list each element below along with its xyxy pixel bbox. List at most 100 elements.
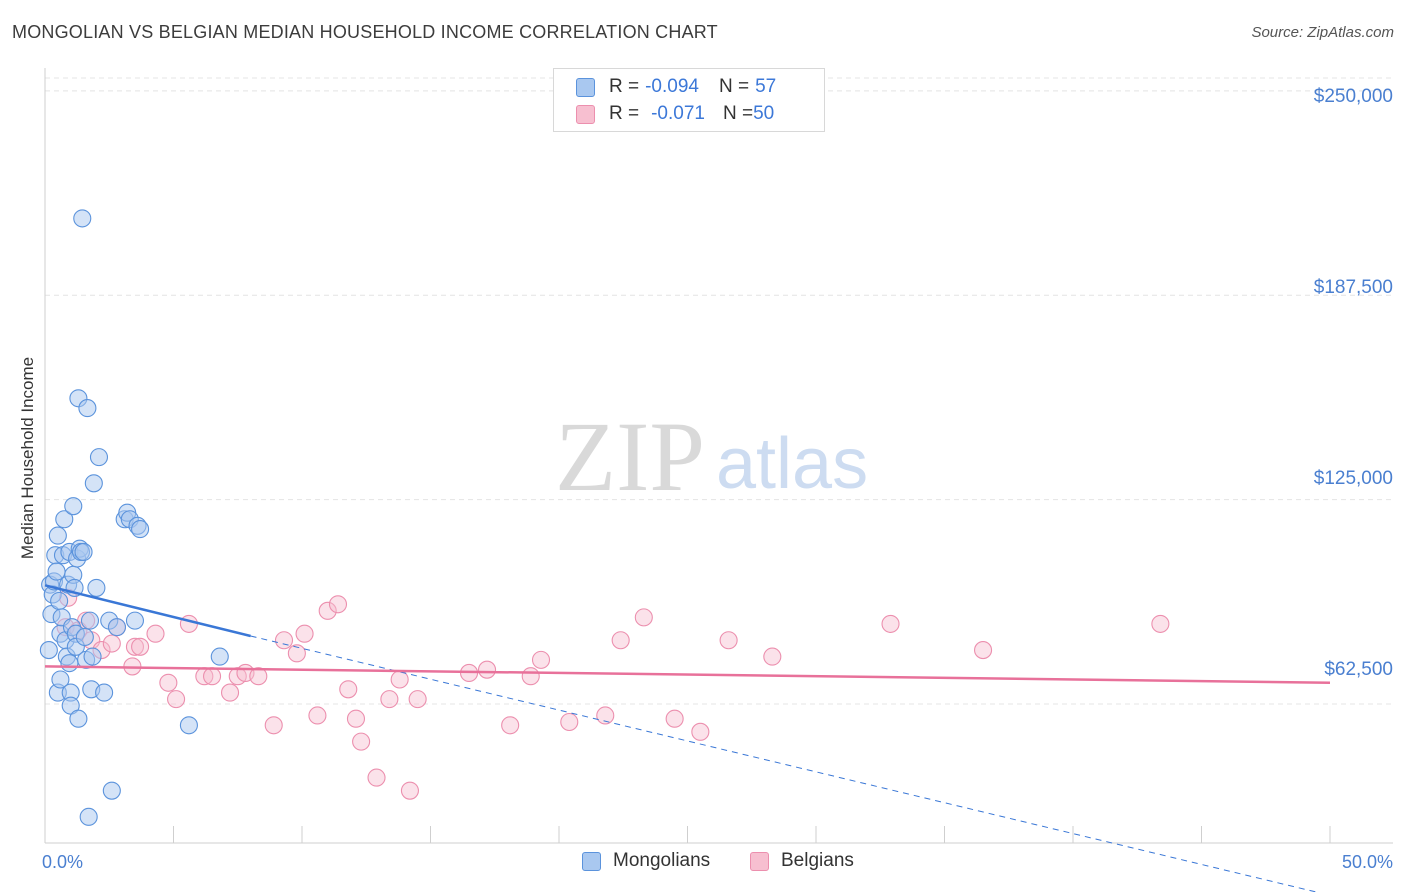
mongolian-point bbox=[74, 542, 93, 562]
belgian-point bbox=[249, 667, 268, 686]
belgian-point bbox=[159, 673, 178, 692]
grid-lines bbox=[45, 77, 1393, 705]
legend-item-mongolians[interactable]: Mongolians bbox=[582, 850, 710, 872]
mongolian-point bbox=[80, 611, 100, 630]
mongolian-point bbox=[50, 591, 69, 611]
mongolian-point bbox=[87, 578, 106, 597]
r-value: -0.071 bbox=[651, 103, 705, 124]
belgian-point bbox=[339, 680, 358, 699]
belgian-point bbox=[274, 631, 294, 650]
belgian-point bbox=[146, 624, 165, 643]
mongolian-trend-extension bbox=[250, 635, 1319, 892]
axes bbox=[44, 68, 1393, 844]
mongolian-point bbox=[102, 781, 121, 800]
belgian-point bbox=[763, 647, 782, 666]
mongolian-point bbox=[73, 209, 92, 228]
mongolian-point bbox=[48, 526, 67, 545]
belgian-trend-line bbox=[44, 665, 1331, 685]
belgian-point bbox=[719, 631, 738, 650]
belgian-point bbox=[102, 634, 121, 653]
legend-item-belgians[interactable]: Belgians bbox=[750, 850, 854, 872]
mongolian-swatch bbox=[582, 851, 601, 871]
belgian-point bbox=[367, 768, 386, 787]
source-credit: Source: ZipAtlas.com bbox=[1251, 24, 1394, 41]
mongolian-point bbox=[179, 716, 198, 735]
mongolian-point bbox=[78, 399, 97, 418]
mongolian-trend-line bbox=[44, 584, 251, 638]
belgian-point bbox=[596, 706, 615, 725]
belgian-point bbox=[560, 712, 579, 732]
mongolian-point bbox=[107, 618, 127, 637]
legend-label: Belgians bbox=[781, 850, 854, 871]
trend-lines bbox=[44, 584, 1331, 892]
belgian-point bbox=[531, 650, 551, 669]
mongolian-point bbox=[64, 497, 83, 516]
legend-row-mongolians: R = -0.094 N = 57 bbox=[576, 75, 776, 99]
belgian-swatch bbox=[576, 104, 595, 124]
n-value: 50 bbox=[753, 103, 775, 124]
belgian-point bbox=[634, 608, 653, 627]
mongolian-point bbox=[69, 709, 88, 728]
belgian-point bbox=[408, 690, 427, 709]
mongolian-swatch bbox=[576, 77, 595, 97]
mongolian-point bbox=[89, 448, 109, 467]
belgian-point bbox=[380, 690, 399, 709]
mongolian-point bbox=[75, 627, 94, 647]
belgian-point bbox=[346, 709, 366, 728]
belgian-point bbox=[125, 637, 144, 656]
belgian-point bbox=[352, 732, 371, 751]
x-tick-label-max: 50.0% bbox=[1341, 852, 1393, 872]
x-tick-label-min: 0.0% bbox=[42, 852, 84, 872]
mongolian-points bbox=[39, 209, 229, 826]
belgian-point bbox=[264, 716, 283, 735]
belgian-point bbox=[665, 709, 684, 728]
belgian-points bbox=[56, 588, 1170, 800]
mongolian-point bbox=[60, 654, 79, 673]
belgian-point bbox=[1151, 614, 1170, 633]
mongolian-point bbox=[131, 520, 150, 539]
y-axis-label: Median Household Income bbox=[18, 356, 37, 560]
belgian-point bbox=[973, 641, 993, 660]
belgian-point bbox=[400, 781, 419, 800]
belgian-point bbox=[131, 637, 150, 656]
legend-row-belgians: R = -0.071 N = 50 bbox=[576, 102, 774, 126]
belgian-point bbox=[167, 690, 186, 709]
mongolian-point bbox=[39, 641, 58, 660]
watermark-zip: ZIP bbox=[555, 401, 705, 512]
watermark-atlas: atlas bbox=[716, 424, 868, 504]
belgian-point bbox=[521, 667, 540, 686]
belgian-point bbox=[295, 624, 314, 643]
belgian-swatch bbox=[750, 851, 769, 871]
mongolian-point bbox=[84, 474, 103, 493]
watermark: ZIP atlas bbox=[555, 401, 868, 512]
mongolian-point bbox=[210, 647, 229, 666]
mongolian-point bbox=[51, 670, 70, 689]
y-tick-label: $125,000 bbox=[1313, 468, 1393, 489]
mongolian-point bbox=[79, 807, 98, 826]
n-value: 57 bbox=[755, 76, 777, 97]
stats-legend: R = -0.094 N = 57 R = -0.071 N = 50 bbox=[553, 68, 825, 132]
belgian-point bbox=[287, 644, 306, 663]
belgian-point bbox=[220, 683, 240, 702]
belgian-point bbox=[501, 716, 520, 735]
r-value: -0.094 bbox=[645, 76, 699, 97]
belgian-point bbox=[611, 631, 630, 650]
y-tick-label: $250,000 bbox=[1313, 86, 1393, 107]
mongolian-point bbox=[55, 510, 74, 529]
legend-label: Mongolians bbox=[613, 850, 711, 871]
mongolian-point bbox=[83, 647, 102, 666]
belgian-point bbox=[881, 614, 900, 633]
belgian-point bbox=[318, 601, 337, 620]
chart-title: MONGOLIAN VS BELGIAN MEDIAN HOUSEHOLD IN… bbox=[12, 22, 718, 42]
mongolian-point bbox=[95, 683, 114, 702]
mongolian-point bbox=[125, 611, 144, 630]
belgian-point bbox=[477, 660, 497, 679]
r-label: R = bbox=[609, 76, 640, 97]
n-label: N = bbox=[722, 103, 754, 124]
n-label: N = bbox=[718, 76, 750, 97]
y-tick-label: $62,500 bbox=[1324, 659, 1393, 680]
mongolian-point bbox=[47, 562, 66, 581]
y-tick-label: $187,500 bbox=[1313, 277, 1393, 298]
belgian-point bbox=[179, 614, 198, 633]
r-label: R = bbox=[609, 103, 640, 124]
